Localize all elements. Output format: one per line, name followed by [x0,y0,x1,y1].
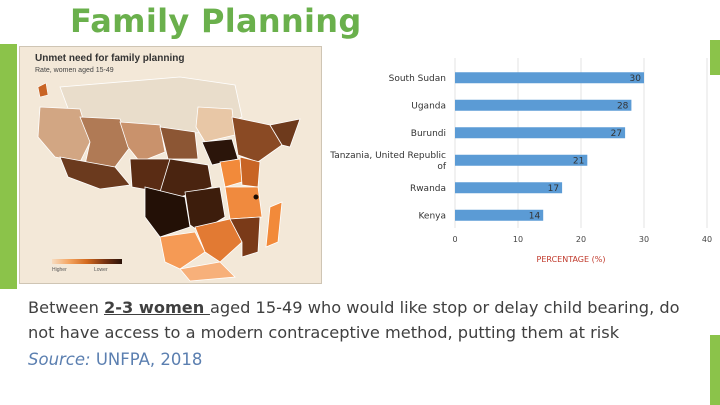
map-title: Unmet need for family planning [35,53,185,64]
map-legend-low: Higher [52,267,67,273]
accent-bar-left [0,44,17,289]
body-paragraph: Between 2-3 women aged 15-49 who would l… [28,295,698,345]
value-label: 28 [617,101,629,111]
category-label: Tanzania, United Republic [329,151,446,161]
bar [455,127,626,139]
bar [455,182,563,194]
value-label: 14 [529,211,541,221]
x-axis-title: PERCENTAGE (%) [537,255,606,264]
x-tick-label: 30 [639,235,649,244]
accent-bar-right-top [710,40,720,75]
body-text-before: Between [28,298,104,317]
category-label: Burundi [411,129,446,139]
accent-bar-right-bottom [710,335,720,405]
value-label: 17 [548,184,559,194]
category-label: South Sudan [389,74,446,84]
map-legend-high: Lower [94,267,108,273]
x-tick-label: 40 [702,235,712,244]
bar [455,72,644,84]
source-label: Source: [28,350,91,369]
x-tick-label: 20 [576,235,586,244]
source-value: UNFPA, 2018 [90,350,203,369]
map-drawing [37,76,301,282]
value-label: 30 [630,74,642,84]
x-tick-label: 10 [513,235,523,244]
category-label: Kenya [418,211,446,221]
source-line: Source: UNFPA, 2018 [28,350,202,369]
category-label: of [437,162,447,172]
bar [455,209,544,221]
body-text-after: aged 15-49 who would like stop or delay … [28,298,680,342]
bar [455,99,632,111]
africa-map-image: Unmet need for family planning Rate, wom… [19,46,322,284]
bar [455,154,588,166]
category-label: Uganda [411,101,446,111]
slide-title: Family Planning [70,2,362,40]
map-legend: Higher Lower [52,259,122,275]
body-text-emphasis: 2-3 women [103,298,210,317]
value-label: 27 [611,129,622,139]
value-label: 21 [573,156,584,166]
x-tick-label: 0 [452,235,457,244]
map-legend-gradient [52,259,122,264]
map-subtitle: Rate, women aged 15-49 [35,67,114,74]
category-label: Rwanda [410,184,446,194]
bar-chart: 0 10 20 30 40 South Sudan 30 Uganda 28 Burundi 27 T… [329,58,712,264]
